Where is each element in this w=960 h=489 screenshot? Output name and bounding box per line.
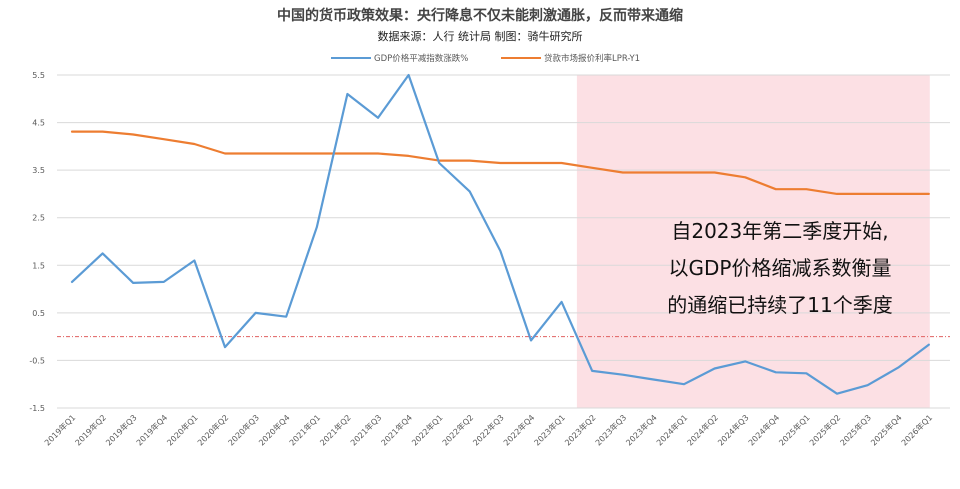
gdp-deflator-line [70, 73, 930, 395]
x-tick-label: 2025年Q2 [807, 412, 842, 447]
x-tick-label: 2021年Q1 [287, 412, 322, 447]
x-tick-label: 2019年Q4 [134, 412, 169, 447]
y-tick-label: 3.5 [32, 166, 45, 175]
chart-subtitle: 数据来源：人行 统计局 制图：骑牛研究所 [378, 29, 583, 43]
x-tick-label: 2022年Q2 [440, 412, 475, 447]
x-tick-label: 2019年Q3 [103, 412, 138, 447]
y-tick-label: 0.5 [32, 309, 45, 318]
x-tick-label: 2026年Q1 [899, 412, 934, 447]
x-tick-label: 2019年Q2 [73, 412, 108, 447]
x-tick-label: 2024年Q2 [685, 412, 720, 447]
x-tick-label: 2021年Q3 [348, 412, 383, 447]
y-tick-label: 2.5 [32, 214, 45, 223]
x-tick-label: 2024年Q3 [715, 412, 750, 447]
x-tick-label: 2021年Q2 [318, 412, 353, 447]
x-tick-label: 2022年Q1 [409, 412, 444, 447]
y-tick-label: -0.5 [29, 356, 45, 365]
x-tick-label: 2024年Q1 [654, 412, 689, 447]
x-tick-label: 2020年Q1 [165, 412, 200, 447]
x-tick-label: 2023年Q1 [532, 412, 567, 447]
lpr-line [70, 130, 930, 195]
x-tick-label: 2022年Q3 [471, 412, 506, 447]
deflation-highlight-region [576, 75, 930, 408]
annotation-line-3: 的通缩已持续了11个季度 [667, 293, 892, 317]
x-tick-label: 2020年Q3 [226, 412, 261, 447]
x-tick-label: 2025年Q1 [777, 412, 812, 447]
annotation-line-1: 自2023年第二季度开始, [671, 219, 888, 243]
x-tick-label: 2020年Q4 [256, 412, 291, 447]
y-tick-label: 5.5 [32, 71, 45, 80]
x-tick-label: 2025年Q3 [838, 412, 873, 447]
x-tick-label: 2023年Q4 [624, 412, 659, 447]
x-tick-label: 2019年Q1 [42, 412, 77, 447]
x-tick-label: 2023年Q3 [593, 412, 628, 447]
series-lines [70, 73, 930, 395]
x-tick-label: 2023年Q2 [562, 412, 597, 447]
legend: GDP价格平减指数涨跌% 贷款市场报价利率LPR-Y1 [331, 53, 640, 64]
y-tick-label: -1.5 [29, 404, 45, 413]
gridlines [57, 74, 950, 409]
x-tick-label: 2025年Q4 [868, 412, 903, 447]
chart-title: 中国的货币政策效果：央行降息不仅未能刺激通胀，反而带来通缩 [277, 7, 683, 24]
x-tick-label: 2024年Q4 [746, 412, 781, 447]
y-tick-label: 4.5 [32, 119, 45, 128]
legend-label-lpr: 贷款市场报价利率LPR-Y1 [544, 53, 640, 64]
x-axis-tick-labels: 2019年Q12019年Q22019年Q32019年Q42020年Q12020年… [42, 412, 934, 447]
y-axis-tick-labels: 5.5 4.5 3.5 2.5 1.5 0.5 -0.5 -1.5 [29, 71, 45, 413]
y-tick-label: 1.5 [32, 261, 45, 270]
legend-label-gdp-deflator: GDP价格平减指数涨跌% [374, 53, 468, 64]
x-tick-label: 2020年Q2 [195, 412, 230, 447]
annotation-line-2: 以GDP价格缩减系数衡量 [669, 256, 892, 280]
x-tick-label: 2022年Q4 [501, 412, 536, 447]
x-tick-label: 2021年Q4 [379, 412, 414, 447]
annotation: 自2023年第二季度开始, 以GDP价格缩减系数衡量 的通缩已持续了11个季度 [667, 219, 892, 317]
